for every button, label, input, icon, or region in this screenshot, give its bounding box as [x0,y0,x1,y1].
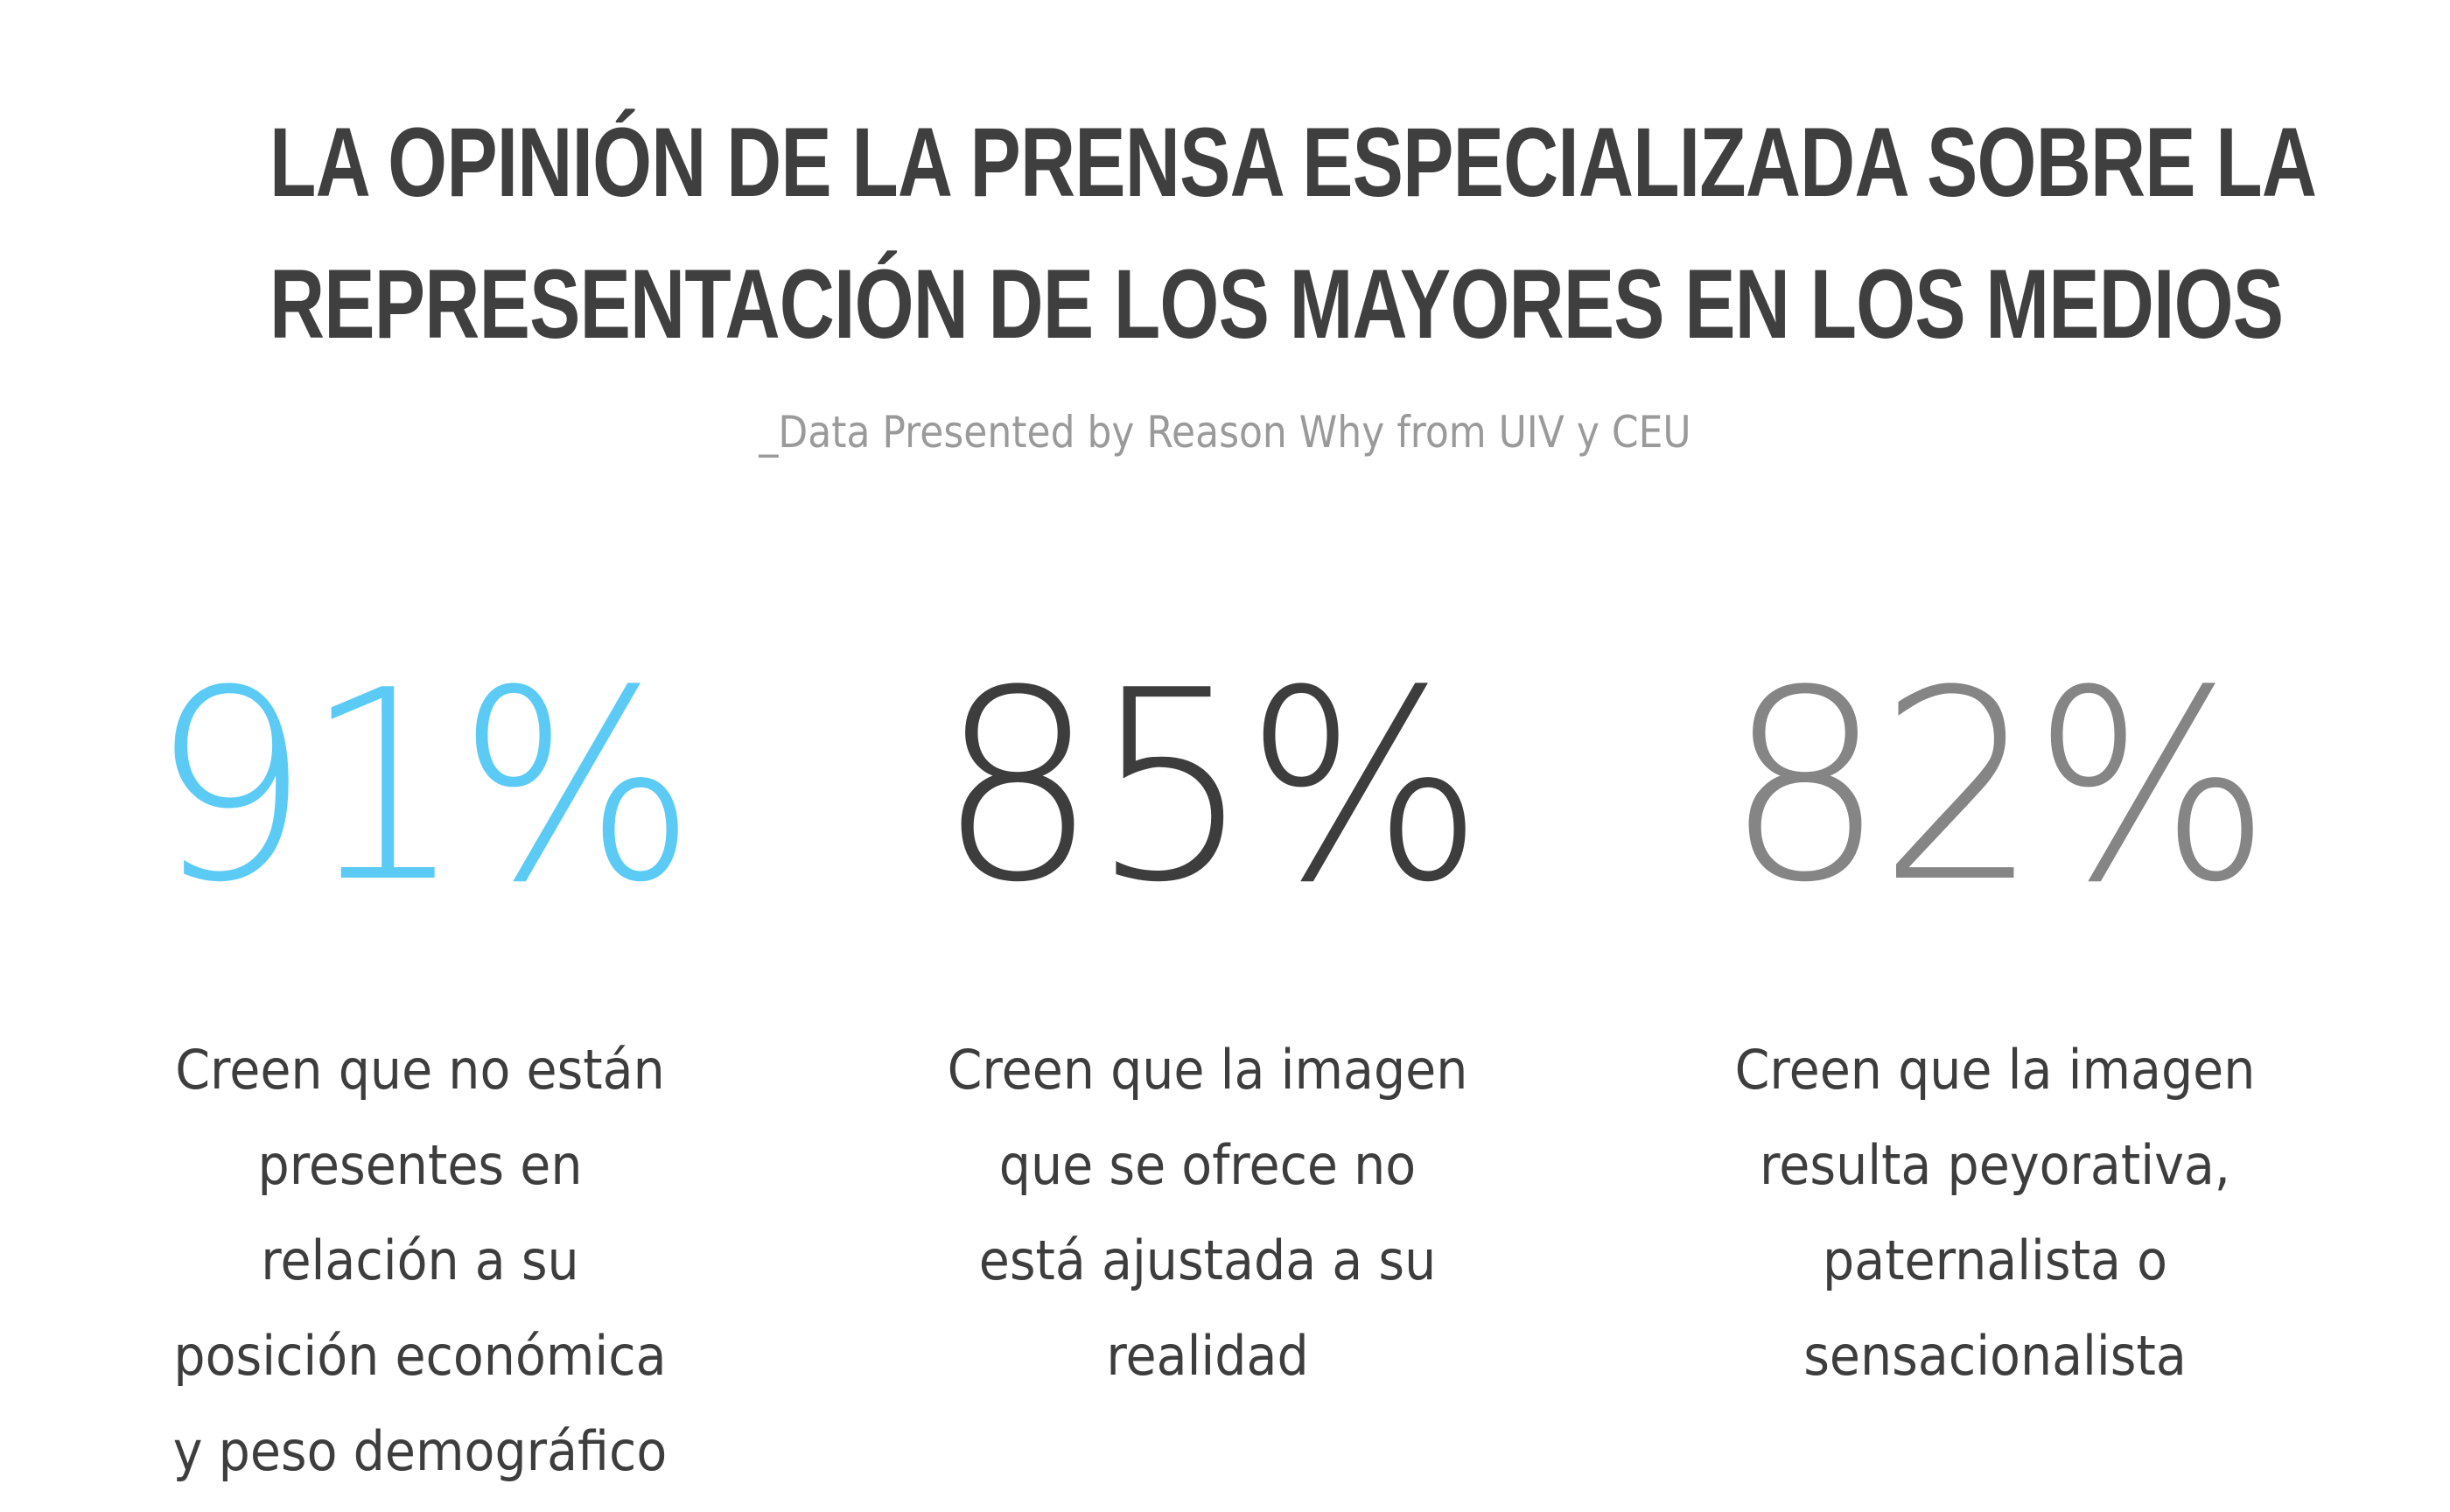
stat-description-line: que se ofrece no [998,1133,1417,1197]
stat-description-line: resulta peyorativa, [1760,1133,2230,1197]
stat-description-line: Creen que la imagen [947,1038,1468,1102]
stat-description-line: Creen que la imagen [1734,1038,2256,1102]
stat-block-91: 91% Creen que no están presentes en rela… [26,639,814,1499]
stat-value: 85% [937,634,1484,940]
stat-description-line: relación a su [261,1228,579,1292]
stat-description-line: posición económica [173,1324,667,1388]
stat-description-line: realidad [1106,1324,1309,1388]
stat-description-line: está ajustada a su [978,1228,1437,1292]
stat-block-85: 85% Creen que la imagen que se ofrece no… [814,639,1601,1404]
page-subtitle: _Data Presented by Reason Why from UIV y… [759,407,1691,458]
stat-description-line: sensacionalista [1803,1324,2187,1388]
page-title-line-2: REPRESENTACIÓN DE LOS MAYORES EN LOS MED… [270,249,2284,359]
stat-description: Creen que no están presentes en relación… [58,1022,782,1499]
stat-description-line: presentes en [257,1133,583,1197]
stat-description-line: y peso demográfico [172,1419,668,1483]
page-title-line-1: LA OPINIÓN DE LA PRENSA ESPECIALIZADA SO… [270,108,2317,217]
stat-description: Creen que la imagen resulta peyorativa, … [1633,1022,2357,1404]
stat-value: 82% [1725,634,2272,940]
stat-description-line: Creen que no están [175,1038,665,1102]
stat-description: Creen que la imagen que se ofrece no est… [845,1022,1570,1404]
stat-description-line: paternalista o [1823,1228,2167,1292]
stat-value: 91% [150,634,696,940]
page-title: LA OPINIÓN DE LA PRENSA ESPECIALIZADA SO… [270,92,2317,375]
stat-block-82: 82% Creen que la imagen resulta peyorati… [1601,639,2389,1404]
